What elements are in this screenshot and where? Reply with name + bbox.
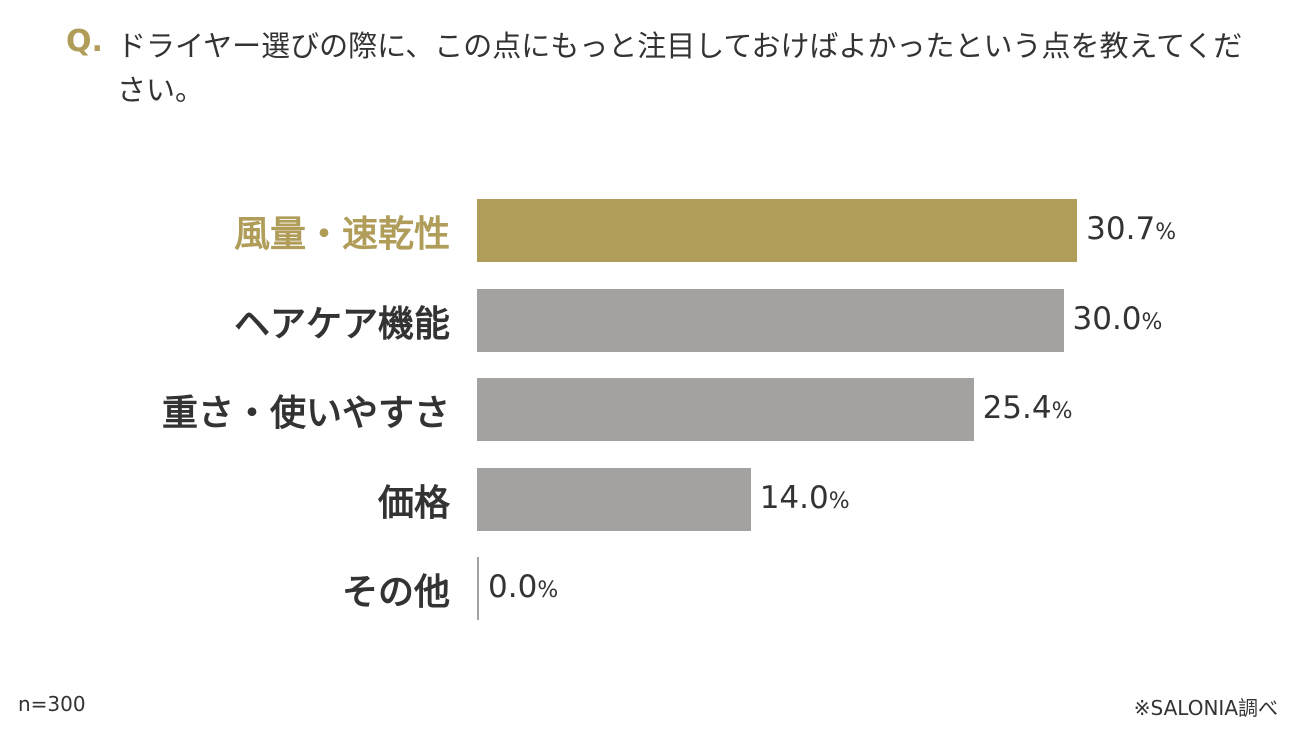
value-unit: %	[1155, 220, 1177, 245]
bar	[477, 378, 974, 441]
value-unit: %	[1141, 309, 1163, 335]
category-label: ヘアケア機能	[233, 303, 450, 345]
source-note: ※SALONIA調べ	[1133, 696, 1278, 720]
value-number: 30.7	[1086, 211, 1156, 247]
bar	[477, 199, 1078, 262]
value-label: 14.0%	[760, 480, 850, 516]
question-prefix: Q.	[66, 24, 103, 59]
value-label: 30.7%	[1086, 211, 1176, 247]
category-label: 重さ・使いやすさ	[161, 393, 450, 434]
question-text: ドライヤー選びの際に、この点にもっと注目しておけばよかったという点を教えてくださ…	[117, 29, 1243, 107]
value-number: 25.4	[982, 390, 1052, 426]
value-number: 0.0	[488, 569, 538, 605]
bar	[477, 288, 1064, 352]
category-label: その他	[341, 572, 450, 613]
value-label: 0.0%	[488, 569, 558, 605]
sample-size: n=300	[18, 692, 86, 716]
value-label: 30.0%	[1073, 301, 1163, 337]
value-unit: %	[1051, 399, 1073, 424]
bar	[477, 467, 751, 531]
category-label: 価格	[377, 482, 450, 524]
bar	[477, 557, 479, 620]
value-unit: %	[537, 578, 559, 603]
value-number: 14.0	[759, 479, 829, 516]
value-unit: %	[828, 488, 850, 514]
value-number: 30.0	[1072, 300, 1142, 337]
category-label: 風量・速乾性	[233, 214, 450, 255]
value-label: 25.4%	[983, 390, 1073, 426]
